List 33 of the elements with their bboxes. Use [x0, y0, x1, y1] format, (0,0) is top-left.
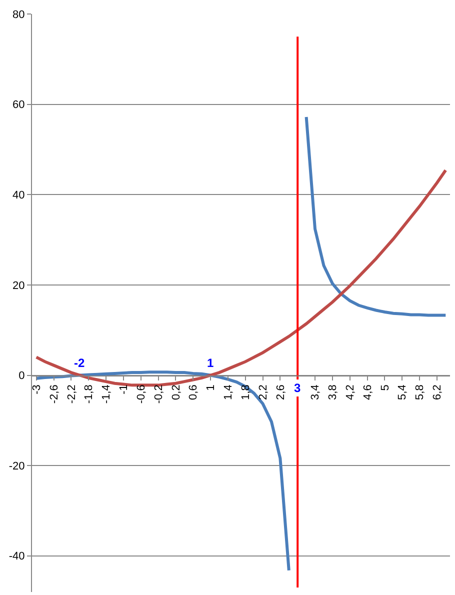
- annotation: 3: [294, 381, 301, 395]
- x-tick-label: -0,2: [152, 384, 165, 404]
- x-tick-label: -0,6: [135, 384, 148, 404]
- x-tick-label: -1,4: [100, 384, 113, 404]
- x-tick-label: -2,6: [48, 384, 60, 404]
- x-tick-label: -2,2: [66, 384, 78, 404]
- x-tick-label: 4,6: [362, 384, 374, 400]
- x-tick-label: 6,2: [432, 384, 444, 400]
- x-tick-label: -3: [30, 384, 43, 394]
- x-tick-label: 1,4: [222, 384, 235, 400]
- x-tick-label: 0,6: [188, 384, 200, 400]
- x-tick-label: 1,8: [240, 384, 252, 400]
- y-tick-label: 20: [12, 280, 25, 292]
- x-tick-label: 3,4: [310, 384, 322, 400]
- x-tick-label: 5,4: [396, 384, 409, 400]
- y-tick-label: 80: [12, 8, 25, 21]
- x-tick-label: 2,6: [274, 384, 287, 400]
- x-tick-label: 3,8: [327, 384, 340, 400]
- y-tick-label: -40: [8, 550, 25, 563]
- x-tick-label: 1: [205, 384, 218, 391]
- x-tick-label: 4,2: [344, 384, 356, 400]
- x-tick-label: 0,2: [170, 384, 182, 400]
- annotation: -2: [74, 356, 85, 370]
- annotation: 1: [207, 356, 214, 370]
- x-tick-label: -1: [118, 384, 130, 394]
- x-tick-label: 5: [379, 384, 392, 391]
- y-tick-label: 40: [12, 189, 25, 202]
- y-tick-label: 60: [12, 99, 25, 112]
- x-tick-label: 2,2: [257, 384, 270, 400]
- y-tick-label: -20: [8, 460, 25, 472]
- y-tick-label: 0: [18, 370, 25, 382]
- x-tick-label: 5,8: [414, 384, 426, 400]
- x-tick-label: -1,8: [83, 384, 96, 404]
